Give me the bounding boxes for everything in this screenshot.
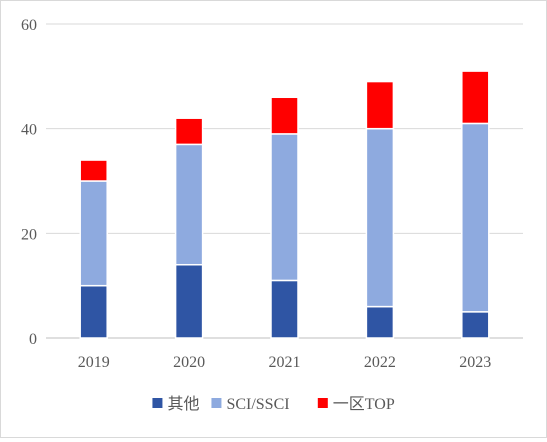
x-tick-label-2022: 2022 — [364, 354, 396, 371]
y-tick-label-0: 0 — [29, 331, 37, 348]
bar-2023-series-0 — [461, 311, 490, 339]
x-tick-label-2021: 2021 — [269, 354, 301, 371]
bar-2019-series-0 — [79, 284, 108, 339]
bar-2020-series-1 — [174, 143, 204, 266]
x-tick-label-2023: 2023 — [459, 354, 491, 371]
bar-2023-series-2 — [461, 70, 490, 125]
legend-swatch-1 — [211, 398, 222, 408]
bar-2022-series-2 — [365, 80, 395, 130]
legend-swatch-0 — [152, 398, 163, 408]
bar-2022-series-1 — [365, 127, 395, 308]
bar-2019-series-2 — [79, 159, 108, 182]
y-tick-label-20: 20 — [21, 226, 37, 243]
bar-2021-series-2 — [270, 96, 299, 135]
bar-2021-series-1 — [270, 133, 299, 282]
x-tick-label-2020: 2020 — [173, 354, 205, 371]
bar-2020-series-2 — [174, 117, 204, 146]
legend-label-2: 一区TOP — [333, 396, 395, 413]
bar-2023-series-1 — [461, 122, 490, 313]
bar-2019-series-1 — [79, 180, 108, 287]
bar-2022-series-0 — [365, 305, 395, 339]
x-tick-label-2019: 2019 — [78, 354, 110, 371]
legend-label-1: SCI/SSCI — [226, 396, 289, 413]
bar-2021-series-0 — [270, 279, 299, 339]
bar-2020-series-0 — [174, 263, 204, 339]
y-tick-label-40: 40 — [21, 122, 37, 139]
y-tick-label-60: 60 — [21, 17, 37, 34]
legend-label-0: 其他 — [167, 395, 199, 413]
legend-swatch-2 — [317, 398, 328, 408]
